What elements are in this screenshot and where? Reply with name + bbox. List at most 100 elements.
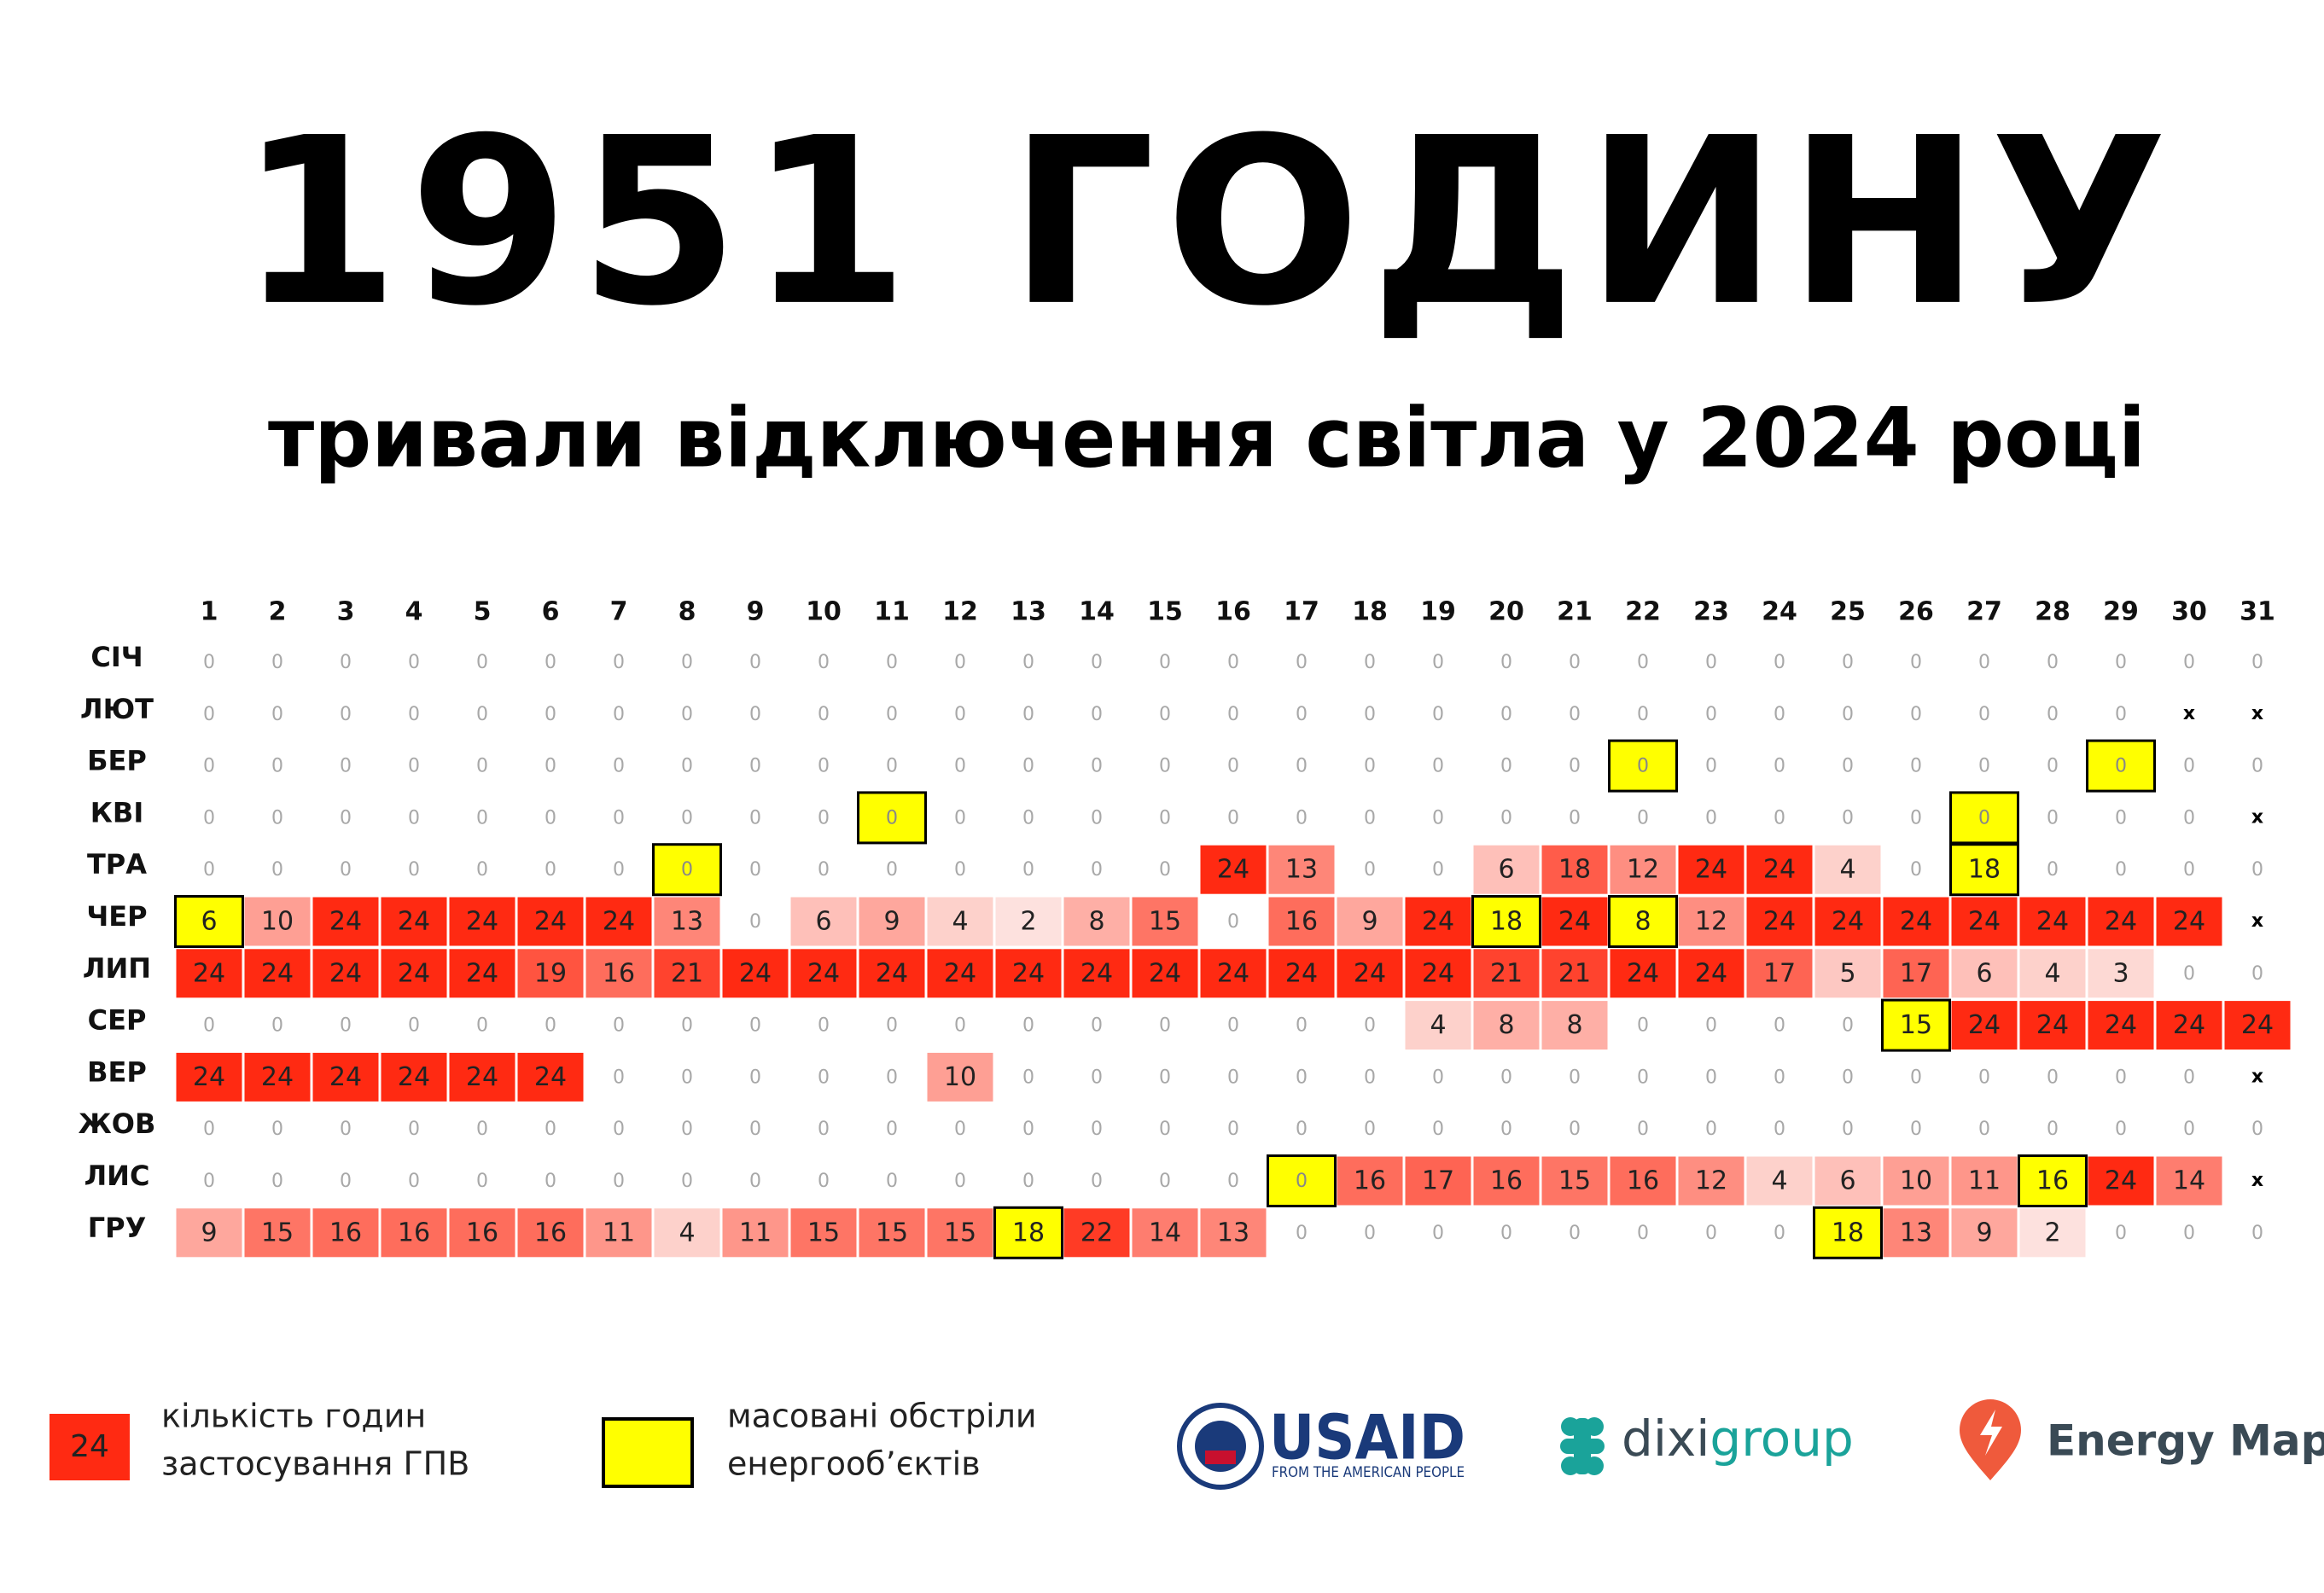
- cell: [1403, 843, 1473, 896]
- cell: [789, 1154, 859, 1207]
- cell: [447, 791, 517, 844]
- cell: [789, 1050, 859, 1103]
- cell: [652, 636, 722, 689]
- cell-value: 0: [613, 1119, 625, 1140]
- cell: [1949, 1102, 2019, 1155]
- cell: [379, 791, 449, 844]
- cell-value: 0: [340, 1015, 352, 1037]
- cell: [1813, 636, 1883, 689]
- cell: [1608, 1050, 1678, 1103]
- cell-value: 0: [1774, 807, 1785, 828]
- cell-value: 15: [1558, 1166, 1591, 1196]
- cell: [515, 999, 585, 1052]
- cell-value: 0: [954, 1015, 966, 1037]
- legend-swatch: [602, 1417, 694, 1488]
- cell-value: 0: [2251, 1119, 2263, 1140]
- cell: [2154, 843, 2224, 896]
- cell-value: 0: [681, 807, 693, 828]
- cell-value: 0: [2183, 963, 2195, 985]
- cell-value: 0: [1296, 1119, 1308, 1140]
- cell-value: 0: [2115, 807, 2127, 828]
- cell-value: 0: [2183, 652, 2195, 673]
- cell: [379, 895, 449, 948]
- cell-value: 11: [1968, 1166, 2001, 1196]
- cell-value: 0: [1364, 1223, 1376, 1244]
- cell: [1744, 1102, 1814, 1155]
- cell: [1130, 1050, 1200, 1103]
- cell: [1608, 739, 1678, 793]
- cell: [2018, 636, 2088, 689]
- cell: [1335, 740, 1405, 793]
- cell: [925, 1102, 995, 1155]
- cell-value: 24: [2173, 907, 2205, 937]
- cell: [1198, 1206, 1268, 1259]
- cell-value: 19: [534, 958, 567, 988]
- cell: [993, 791, 1063, 844]
- cell: [652, 688, 722, 741]
- cell: [1335, 999, 1405, 1052]
- cell: [652, 895, 722, 948]
- cell: [584, 999, 654, 1052]
- cell: [1676, 1154, 1746, 1207]
- cell: [1744, 843, 1814, 896]
- cell-value: 0: [1569, 704, 1581, 725]
- cell-value: 0: [681, 1015, 693, 1037]
- cell-value: 16: [1627, 1166, 1659, 1196]
- y-tick-label: ЛИП: [83, 952, 151, 985]
- cell-value: 0: [340, 704, 352, 725]
- cell-value: 0: [408, 1171, 420, 1192]
- cell: [789, 740, 859, 793]
- cell-value: 0: [1227, 1015, 1239, 1037]
- cell-value: 0: [1978, 652, 1990, 673]
- cell-value: 24: [261, 958, 294, 988]
- cell: [993, 1102, 1063, 1155]
- cell: [1062, 1206, 1132, 1259]
- cell-value: 18: [1832, 1218, 1864, 1247]
- cell: [2154, 791, 2224, 844]
- cell-value: 0: [613, 1067, 625, 1088]
- cell: [447, 843, 517, 896]
- cell: [242, 999, 312, 1052]
- cell: [2086, 843, 2156, 896]
- cell-value: 0: [271, 1119, 283, 1140]
- x-tick-label: 23: [1693, 597, 1729, 627]
- cell-value: 24: [1558, 907, 1591, 937]
- cell-value: 0: [1227, 756, 1239, 777]
- x-tick-label: 12: [942, 597, 978, 627]
- cell: [857, 1050, 927, 1103]
- cell-value: 14: [2173, 1166, 2205, 1196]
- cell-value: 0: [1091, 859, 1103, 881]
- cell-value: 0: [340, 859, 352, 881]
- cell: [174, 1050, 244, 1103]
- cell: [789, 1102, 859, 1155]
- cell: [515, 791, 585, 844]
- cell: [311, 1206, 381, 1259]
- cell: [1198, 843, 1268, 896]
- cell-value: 9: [1976, 1218, 1992, 1247]
- cell-value: 0: [954, 1171, 966, 1192]
- cell-value: 0: [340, 1119, 352, 1140]
- cell-value: 10: [944, 1062, 976, 1092]
- cell: [993, 843, 1063, 896]
- dixigroup-logo: dixigroup: [1560, 1410, 1854, 1475]
- cell: [993, 1154, 1063, 1207]
- cell-value: 0: [2183, 807, 2195, 828]
- cell: [1267, 688, 1337, 741]
- cell: [2154, 895, 2224, 948]
- cell: [174, 1206, 244, 1259]
- cell-value: 16: [603, 958, 635, 988]
- cell-value: 0: [749, 911, 761, 933]
- x-tick-label: 7: [610, 597, 628, 627]
- cell: [1471, 843, 1541, 896]
- cell: [1062, 1154, 1132, 1207]
- cell-value: 0: [1569, 1223, 1581, 1244]
- cell: [2222, 740, 2292, 793]
- cell: [1130, 1206, 1200, 1259]
- cell-value: 0: [1022, 652, 1034, 673]
- cell: [857, 999, 927, 1052]
- cell-value: 0: [271, 1171, 283, 1192]
- cell-value: 0: [408, 1119, 420, 1140]
- y-tick-label: КВІ: [90, 796, 143, 828]
- cell: [1267, 1102, 1337, 1155]
- cell-value: 2: [2044, 1218, 2060, 1247]
